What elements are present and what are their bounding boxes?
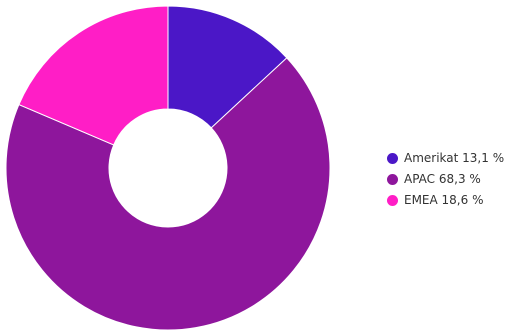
slice-emea: [18, 5, 169, 146]
legend-item-amerikat: Amerikat 13,1 %: [387, 149, 528, 168]
donut-slices: [5, 5, 331, 331]
legend-label-amerikat: Amerikat 13,1 %: [404, 151, 505, 165]
legend: Amerikat 13,1 % APAC 68,3 % EMEA 18,6 %: [387, 149, 528, 212]
slice-apac: [5, 57, 331, 331]
legend-swatch-apac: [387, 174, 398, 185]
legend-item-emea: EMEA 18,6 %: [387, 191, 528, 210]
legend-label-emea: EMEA 18,6 %: [404, 193, 484, 207]
slice-amerikat: [167, 5, 288, 129]
legend-label-apac: APAC 68,3 %: [404, 172, 481, 186]
legend-swatch-emea: [387, 195, 398, 206]
legend-swatch-amerikat: [387, 153, 398, 164]
legend-item-apac: APAC 68,3 %: [387, 170, 528, 189]
